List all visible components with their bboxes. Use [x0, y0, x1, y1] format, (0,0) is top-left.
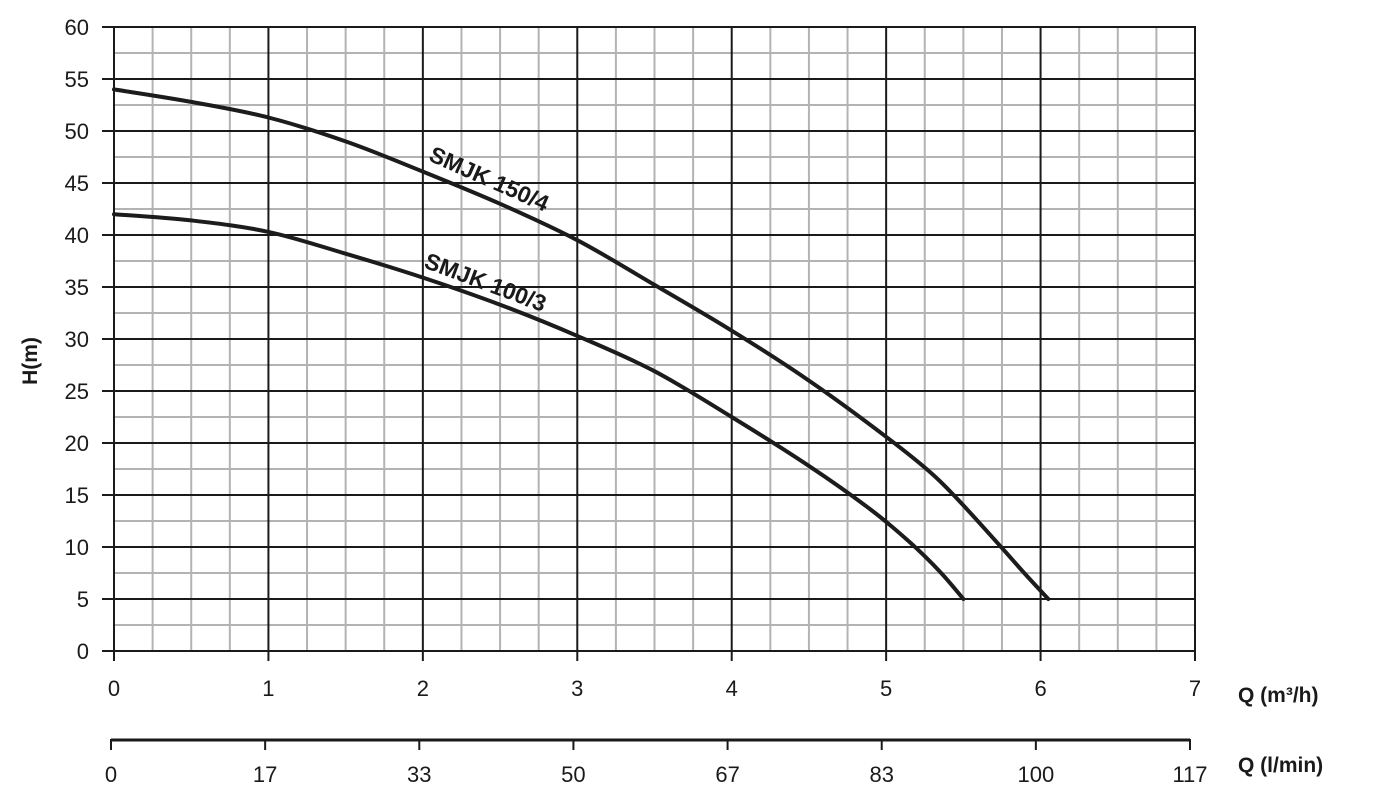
- y-tick-label: 55: [65, 67, 89, 92]
- secondary-x-tick-label: 100: [1017, 762, 1054, 787]
- secondary-x-tick-label: 50: [561, 762, 585, 787]
- y-tick-label: 20: [65, 431, 89, 456]
- x-axis-tick-labels: 0 1 2 3 4 5 6 7: [108, 651, 1201, 701]
- y-tick-label: 45: [65, 171, 89, 196]
- secondary-x-tick-label: 33: [407, 762, 431, 787]
- secondary-x-axis-title: Q (l/min): [1238, 754, 1323, 777]
- secondary-x-tick-label: 67: [715, 762, 739, 787]
- y-tick-label: 30: [65, 327, 89, 352]
- y-axis-title: H(m): [19, 337, 42, 385]
- secondary-x-tick-label: 83: [869, 762, 893, 787]
- y-tick-label: 25: [65, 379, 89, 404]
- secondary-x-axis-tick-labels: 0 17 33 50 67 83 100 117: [105, 762, 1208, 787]
- x-tick-label: 3: [571, 676, 583, 701]
- x-tick-label: 6: [1034, 676, 1046, 701]
- y-tick-label: 50: [65, 119, 89, 144]
- series-line-1: [112, 212, 966, 601]
- y-tick-label: 0: [77, 639, 89, 664]
- x-tick-label: 0: [108, 676, 120, 701]
- secondary-x-tick-label: 117: [1172, 762, 1207, 787]
- y-tick-label: 60: [65, 15, 89, 40]
- y-tick-label: 35: [65, 275, 89, 300]
- x-tick-label: 1: [262, 676, 274, 701]
- x-axis-title: Q (m³/h): [1238, 684, 1318, 707]
- secondary-x-axis: [110, 738, 1191, 750]
- y-tick-label: 10: [65, 535, 89, 560]
- curve-series: [112, 87, 1051, 601]
- x-tick-label: 7: [1189, 676, 1201, 701]
- y-tick-label: 40: [65, 223, 89, 248]
- y-tick-label: 5: [77, 587, 89, 612]
- x-tick-label: 2: [417, 676, 429, 701]
- x-tick-label: 5: [880, 676, 892, 701]
- y-axis-tick-labels: 0 5 10 15 20 25 30 35 40 45 50 55 60: [65, 15, 114, 664]
- x-tick-label: 4: [726, 676, 738, 701]
- secondary-x-tick-label: 17: [253, 762, 277, 787]
- major-grid: [113, 26, 1196, 652]
- series-line-0: [112, 87, 1051, 601]
- y-tick-label: 15: [65, 483, 89, 508]
- secondary-x-tick-label: 0: [105, 762, 117, 787]
